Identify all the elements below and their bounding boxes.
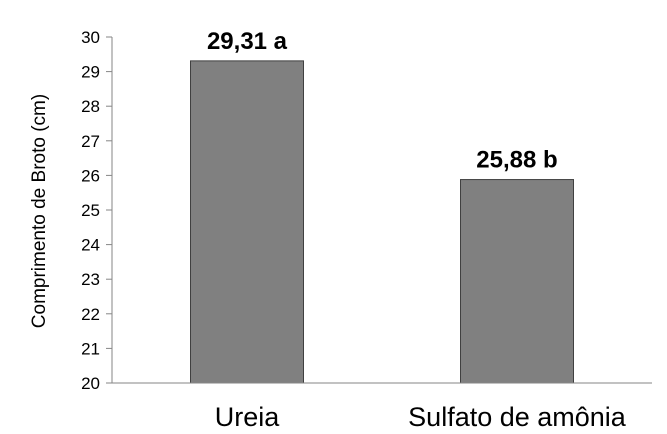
y-tick-label: 24 [81, 236, 100, 255]
y-axis-ticks: 20 21 22 23 24 25 26 27 28 29 30 [81, 28, 112, 393]
y-tick-label: 23 [81, 270, 100, 289]
category-labels: Ureia Sulfato de amônia [215, 402, 627, 432]
data-label-0: 29,31 a [207, 28, 288, 55]
data-label-1: 25,88 b [476, 147, 557, 174]
y-tick-label: 28 [81, 97, 100, 116]
y-tick-label: 20 [81, 374, 100, 393]
bar-0 [190, 60, 304, 384]
y-axis-title: Comprimento de Broto (cm) [29, 94, 50, 328]
y-tick-label: 22 [81, 305, 100, 324]
bar-1 [460, 179, 574, 384]
y-tick-label: 21 [81, 339, 100, 358]
y-tick-label: 25 [81, 201, 100, 220]
y-tick-label: 30 [81, 28, 100, 47]
data-labels: 29,31 a 25,88 b [207, 28, 558, 174]
y-tick-label: 27 [81, 132, 100, 151]
y-tick-label: 26 [81, 166, 100, 185]
y-tick-label: 29 [81, 63, 100, 82]
category-label-1: Sulfato de amônia [408, 402, 627, 432]
category-label-0: Ureia [215, 402, 281, 432]
bars [190, 60, 574, 384]
